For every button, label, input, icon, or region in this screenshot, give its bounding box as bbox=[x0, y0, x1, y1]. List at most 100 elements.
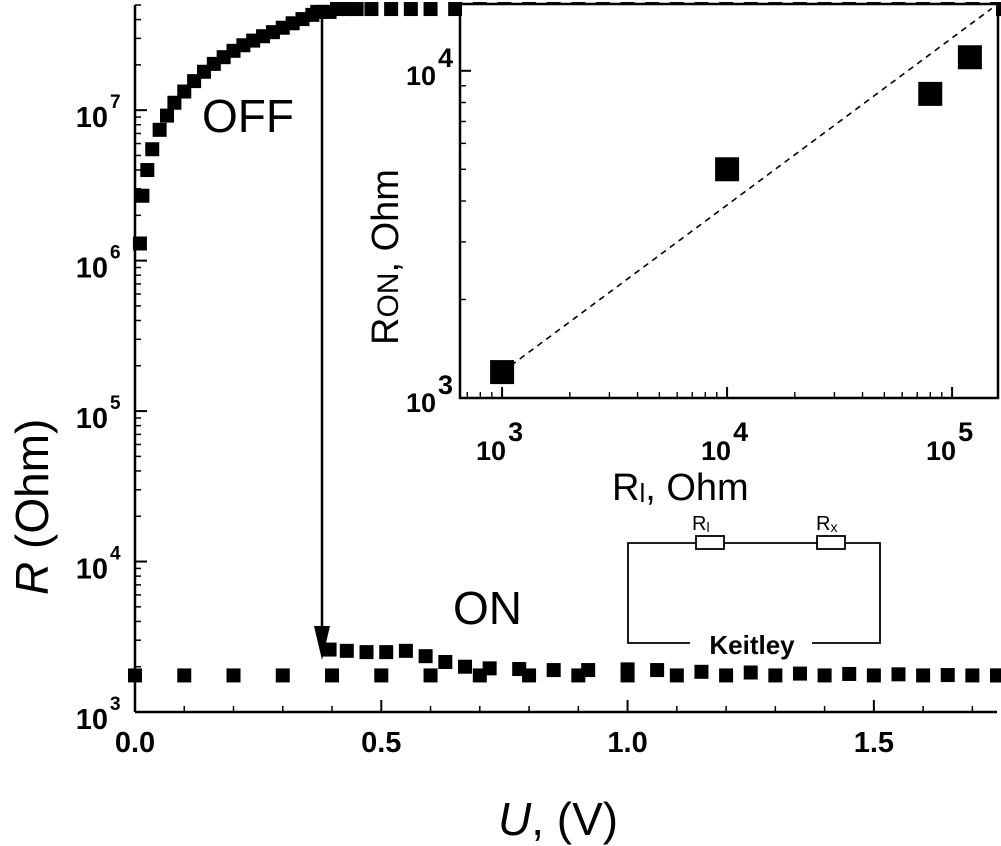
main-y-tick-exponent-2: 5 bbox=[110, 393, 121, 414]
main-point-s2-13 bbox=[768, 668, 783, 683]
inset-fit-line bbox=[501, 7, 993, 373]
main-point-s1-1 bbox=[339, 643, 354, 658]
x-axis-label: U, (V) bbox=[498, 793, 618, 845]
main-point-s2-16 bbox=[916, 668, 931, 683]
main-point-s1-0 bbox=[322, 642, 337, 657]
circuit-diagram: Rl Rx Keitley bbox=[627, 513, 881, 660]
main-point-s2-4 bbox=[325, 668, 340, 683]
inset-y-tick-label-0: 10 bbox=[406, 388, 436, 418]
inset-x-label-main: R bbox=[612, 467, 639, 509]
inset-x-tick-label-1: 10 bbox=[701, 436, 731, 466]
main-point-s1-10 bbox=[546, 663, 561, 678]
main-point-s2-6 bbox=[423, 668, 438, 683]
main-x-tick-label-0: 0.0 bbox=[115, 727, 155, 759]
resistor-rx-main: R bbox=[816, 513, 830, 535]
main-point-s1-2 bbox=[359, 645, 374, 660]
main-y-tick-exponent-1: 4 bbox=[110, 544, 121, 565]
main-y-tick-exponent-4: 7 bbox=[110, 92, 121, 113]
main-x-tick-label-2: 1.0 bbox=[607, 727, 647, 759]
main-point-s0-27 bbox=[364, 2, 379, 17]
inset-y-label-unit: , Ohm bbox=[365, 169, 407, 272]
main-y-tick-exponent-3: 6 bbox=[110, 243, 121, 264]
inset-plot-marks bbox=[490, 7, 993, 385]
main-point-s1-14 bbox=[694, 664, 709, 679]
main-point-s1-3 bbox=[379, 645, 394, 660]
annotation-on: ON bbox=[453, 582, 522, 634]
inset-x-label-unit: , Ohm bbox=[645, 467, 748, 509]
main-point-s0-30 bbox=[423, 2, 438, 17]
main-y-tick-label-1: 10 bbox=[76, 554, 108, 586]
main-point-s2-8 bbox=[522, 668, 537, 683]
main-point-s1-19 bbox=[940, 668, 955, 683]
resistor-rl-symbol bbox=[695, 535, 725, 550]
main-point-s2-10 bbox=[620, 668, 635, 683]
main-point-s2-17 bbox=[965, 668, 980, 683]
main-x-tick-label-1: 0.5 bbox=[361, 727, 401, 759]
main-point-s1-6 bbox=[438, 654, 453, 669]
inset-y-tick-exponent-0: 3 bbox=[438, 370, 453, 400]
main-point-s2-14 bbox=[817, 668, 832, 683]
main-point-s1-18 bbox=[891, 667, 906, 682]
y-axis-label-unit: (Ohm) bbox=[6, 419, 58, 562]
inset-x-tick-exponent-2: 5 bbox=[958, 417, 973, 447]
circuit-wire-right bbox=[812, 542, 881, 644]
resistor-rl-main: R bbox=[692, 513, 706, 535]
main-point-s2-18 bbox=[990, 668, 1001, 683]
x-axis-label-variable: U bbox=[498, 793, 532, 845]
main-point-s0-26 bbox=[349, 2, 364, 17]
main-point-s0-28 bbox=[384, 2, 399, 17]
inset-y-axis-label: RON, Ohm bbox=[365, 169, 407, 345]
inset-plot-axes bbox=[458, 2, 1000, 400]
resistor-rx-symbol bbox=[816, 535, 846, 550]
annotation-off: OFF bbox=[202, 90, 294, 142]
main-point-s0-4 bbox=[152, 122, 167, 137]
main-point-s2-5 bbox=[374, 668, 389, 683]
main-y-tick-label-4: 10 bbox=[76, 102, 108, 134]
meter-label: Keitley bbox=[709, 630, 795, 660]
inset-y-tick-exponent-1: 4 bbox=[438, 43, 453, 73]
resistor-rl-label: Rl bbox=[692, 513, 710, 535]
inset-y-tick-label-1: 10 bbox=[406, 61, 436, 91]
main-point-s0-31 bbox=[448, 2, 463, 17]
main-point-s2-1 bbox=[177, 668, 192, 683]
main-y-tick-label-2: 10 bbox=[76, 403, 108, 435]
main-point-s0-1 bbox=[135, 188, 150, 203]
main-x-tick-label-3: 1.5 bbox=[854, 727, 894, 759]
inset-x-tick-exponent-0: 3 bbox=[508, 417, 523, 447]
inset-x-tick-label-2: 10 bbox=[926, 436, 956, 466]
main-point-s0-3 bbox=[145, 142, 160, 157]
inset-y-label-main: R bbox=[365, 318, 407, 345]
inset-point-0 bbox=[490, 360, 515, 385]
main-point-s0-2 bbox=[140, 163, 155, 178]
main-point-s1-4 bbox=[398, 643, 413, 658]
inset-x-tick-exponent-1: 4 bbox=[733, 417, 748, 447]
resistor-rl-sub: l bbox=[706, 519, 709, 535]
main-point-s2-2 bbox=[226, 668, 241, 683]
switch-arrow-head bbox=[314, 626, 330, 660]
inset-x-tick-label-0: 10 bbox=[476, 436, 506, 466]
main-y-tick-exponent-0: 3 bbox=[110, 694, 121, 715]
main-plot-axes bbox=[133, 4, 997, 714]
main-point-s1-7 bbox=[458, 659, 473, 674]
inset-point-3 bbox=[957, 45, 982, 70]
main-point-s0-29 bbox=[403, 2, 418, 17]
main-point-s2-9 bbox=[571, 668, 586, 683]
x-axis-label-unit: , (V) bbox=[531, 793, 618, 845]
y-axis-label-variable: R bbox=[6, 562, 58, 595]
circuit-wire-left bbox=[627, 542, 696, 644]
inset-background bbox=[462, 4, 996, 398]
main-y-tick-label-3: 10 bbox=[76, 253, 108, 285]
main-y-tick-label-0: 10 bbox=[76, 704, 108, 736]
inset-x-label-sub: l bbox=[639, 478, 645, 508]
resistor-rx-label: Rx bbox=[816, 513, 837, 535]
main-point-s2-7 bbox=[472, 668, 487, 683]
inset-point-2 bbox=[918, 81, 943, 106]
inset-x-axis-label: Rl, Ohm bbox=[612, 467, 749, 509]
y-axis-label: R (Ohm) bbox=[6, 419, 58, 595]
main-point-s2-11 bbox=[669, 668, 684, 683]
